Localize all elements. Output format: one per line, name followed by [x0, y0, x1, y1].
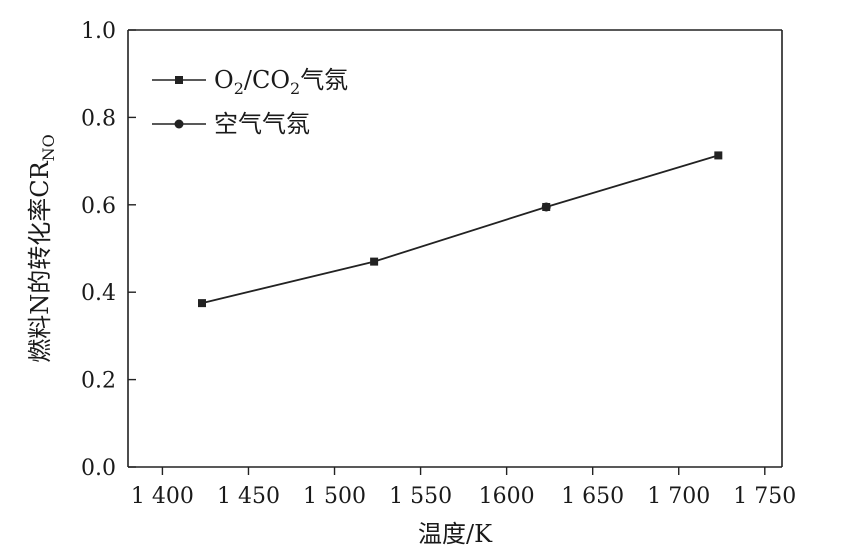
legend-marker-square [175, 76, 183, 84]
y-tick-label: 0.6 [81, 194, 116, 219]
y-axis-ticks: 0.0 0.2 0.4 0.6 0.8 1.0 [81, 19, 136, 481]
legend-label-o2-co2: O2/CO2气氛 [214, 66, 348, 98]
y-tick-label: 1.0 [81, 19, 116, 44]
x-tick-label: 1600 [479, 484, 535, 509]
legend-label-o2-co2-sub-a: 2 [234, 79, 244, 98]
x-tick-label: 1 450 [217, 484, 280, 509]
y-tick-label: 0.4 [81, 281, 116, 306]
x-axis-title: 温度/K [418, 520, 493, 548]
data-point-circle [541, 202, 551, 212]
series-layer [198, 151, 723, 308]
y-tick-label: 0.2 [81, 369, 116, 394]
y-tick-label: 0.0 [81, 456, 116, 481]
x-tick-label: 1 750 [733, 484, 796, 509]
data-point-square [714, 151, 723, 160]
x-tick-label: 1 550 [389, 484, 452, 509]
x-axis-ticks: 1 400 1 450 1 500 1 550 1600 1 650 1 700 1 750 [131, 467, 796, 509]
x-tick-label: 1 700 [647, 484, 710, 509]
legend: O2/CO2气氛 空气气氛 [152, 66, 348, 138]
y-axis-title-subscript: NO [39, 134, 58, 161]
series-line-0 [201, 154, 719, 304]
x-tick-label: 1 500 [303, 484, 366, 509]
legend-label-o2-co2-part-b: /CO [244, 66, 290, 94]
legend-label-o2-co2-sub-b: 2 [290, 79, 300, 98]
y-axis-title-main: 燃料N的转化率CR [26, 160, 54, 362]
data-point-square [198, 299, 207, 308]
data-point-square [370, 257, 379, 266]
legend-marker-circle [174, 119, 184, 129]
y-tick-label: 0.8 [81, 106, 116, 131]
legend-label-o2-co2-part-c: 气氛 [300, 66, 348, 94]
legend-label-o2-co2-part-a: O [214, 66, 234, 94]
x-tick-label: 1 400 [131, 484, 194, 509]
y-axis-title: 燃料N的转化率CRNO [26, 134, 58, 363]
x-tick-label: 1 650 [561, 484, 624, 509]
legend-label-air: 空气气氛 [214, 110, 310, 138]
